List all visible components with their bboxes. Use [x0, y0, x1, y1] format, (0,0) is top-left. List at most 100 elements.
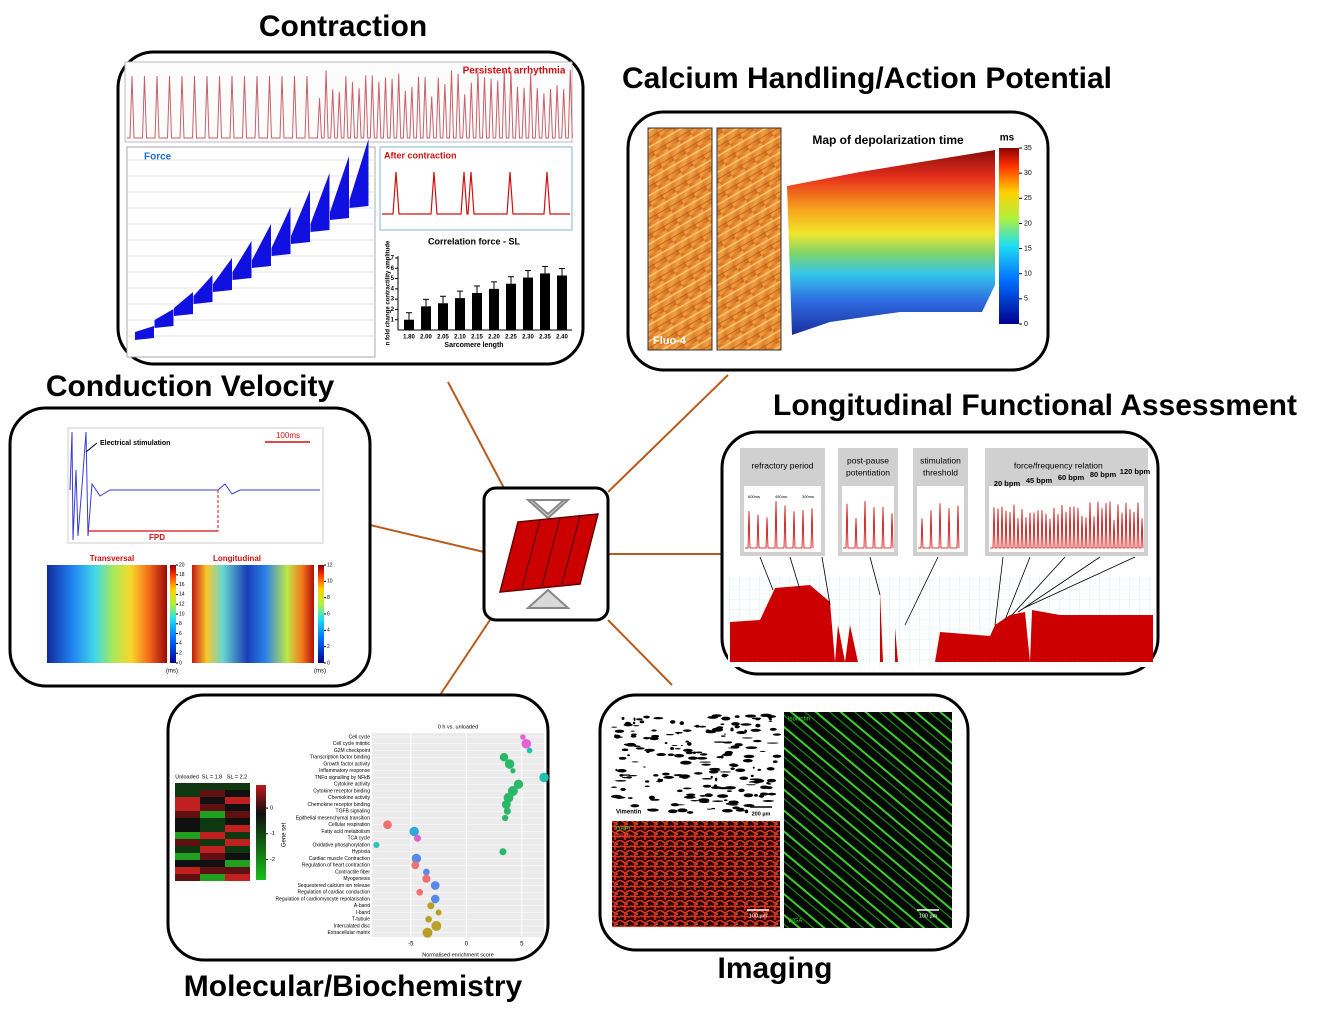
stain	[757, 769, 761, 771]
stain	[683, 788, 691, 790]
gene-set-label: Chemokine receptor binding	[307, 802, 370, 808]
stain	[755, 718, 760, 721]
label: FPD	[149, 533, 165, 542]
stain	[743, 759, 753, 762]
stain	[672, 745, 678, 746]
stain	[625, 722, 631, 726]
dot	[520, 734, 526, 740]
bar	[540, 273, 550, 330]
stain	[756, 779, 765, 783]
colorbar-tick-label: -2	[270, 857, 275, 863]
stain	[753, 740, 762, 742]
stain	[693, 751, 697, 753]
label: 80 bpm	[1090, 470, 1117, 479]
stain	[760, 785, 769, 789]
dot	[527, 748, 533, 754]
stain	[653, 774, 659, 777]
stain	[745, 714, 756, 717]
stain	[619, 757, 627, 760]
stain	[705, 793, 713, 797]
stain	[622, 777, 628, 778]
stain	[611, 786, 617, 788]
heatmap-cell	[200, 832, 225, 839]
figure: Contraction Calcium Handling/Action Poten…	[0, 0, 1325, 1005]
gene-set-label: Cell cycle mitotic	[333, 741, 371, 747]
stain	[738, 789, 744, 793]
stain	[711, 776, 713, 778]
stain	[694, 772, 702, 775]
heatmap-cell	[175, 804, 200, 811]
heatmap-cell	[175, 811, 200, 818]
x-tick-label: 2.10	[454, 335, 466, 341]
dot	[383, 820, 392, 829]
gene-set-label: Chemokine activity	[328, 795, 370, 801]
stain	[731, 745, 740, 748]
heatmap-cell	[175, 839, 200, 846]
label: n fold change contractility amplitude	[386, 240, 392, 345]
stain	[714, 741, 725, 742]
label: Longitudinal	[213, 554, 261, 563]
heatmap-cell	[225, 846, 250, 853]
label: Vimentin	[616, 810, 642, 816]
label: Force	[144, 152, 172, 163]
dot	[422, 875, 430, 883]
activation-map	[47, 565, 167, 663]
panel-title: Conduction Velocity	[46, 370, 335, 403]
colorbar-tick-label: 12	[179, 602, 185, 608]
dot	[414, 835, 421, 842]
dot	[423, 869, 430, 876]
stain	[640, 720, 645, 723]
stain	[615, 730, 625, 733]
stain	[730, 767, 734, 770]
stain	[634, 717, 636, 721]
dot	[502, 815, 508, 821]
label: (ms)	[314, 669, 326, 675]
heatmap-cell	[200, 853, 225, 860]
stain	[730, 728, 733, 732]
stain	[675, 748, 681, 749]
stain	[721, 735, 726, 736]
gene-set-label: G2M checkpoint	[334, 748, 371, 754]
stain	[694, 726, 697, 727]
heatmap-cell	[175, 853, 200, 860]
gene-set-label: Regulation of heart contraction	[302, 863, 370, 869]
stain	[768, 793, 777, 796]
heatmap-cell	[175, 832, 200, 839]
stain	[695, 752, 702, 754]
stain	[620, 788, 626, 791]
stain	[751, 775, 754, 778]
stain	[745, 810, 749, 814]
gene-set-label: Cytokine receptor binding	[313, 788, 370, 794]
heatmap-cell	[200, 846, 225, 853]
stain	[674, 774, 684, 776]
bar	[557, 275, 567, 330]
stain	[650, 737, 659, 740]
colorbar-tick-label: 10	[327, 579, 333, 585]
stain	[662, 773, 670, 776]
x-tick-label: 2.35	[539, 335, 551, 341]
dot	[505, 759, 514, 768]
stain	[767, 779, 776, 782]
colorbar-tick-label: 8	[327, 595, 330, 601]
gene-set-label: T-tubule	[352, 917, 370, 923]
label: Transversal	[90, 554, 134, 563]
stain	[617, 769, 627, 773]
stain	[624, 743, 632, 745]
stain	[724, 734, 726, 735]
panel-title: Calcium Handling/Action Potential	[622, 62, 1112, 95]
colorbar-tick-label: 18	[179, 572, 185, 578]
label: Gene set	[282, 822, 288, 847]
stain	[720, 771, 731, 772]
stain	[611, 727, 617, 728]
stain	[712, 800, 723, 802]
stain	[728, 804, 739, 806]
panel-title: Contraction	[259, 10, 427, 43]
stain	[739, 777, 748, 780]
stain	[674, 754, 684, 757]
heatmap-cell	[225, 825, 250, 832]
stain	[768, 716, 771, 720]
stain	[700, 753, 708, 755]
stain	[688, 757, 698, 760]
stain	[615, 780, 627, 782]
connector	[370, 525, 484, 552]
